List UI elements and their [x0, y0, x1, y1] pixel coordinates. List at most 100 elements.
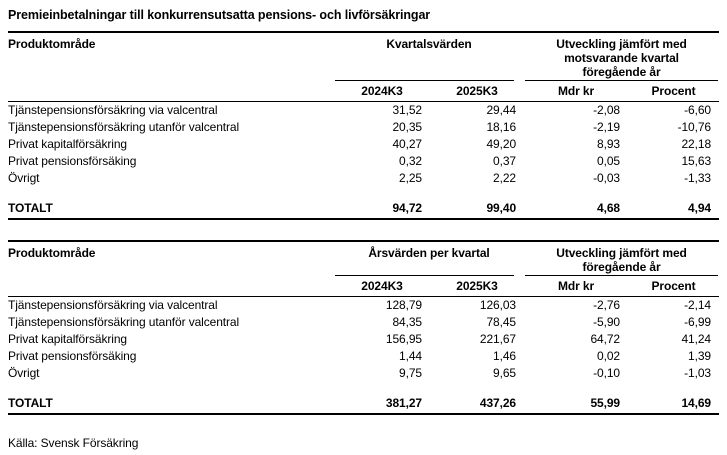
- group-header-quarterly-label: Kvartalsvärden: [386, 37, 472, 51]
- cell-2025k3: 2,22: [493, 171, 517, 185]
- group-header-development: Utveckling jämfört med föregående år: [524, 241, 719, 276]
- cell-2025k3: 18,16: [486, 120, 517, 134]
- spacer-cell: [8, 187, 719, 199]
- cell-2024k3: 40,27: [392, 137, 422, 151]
- total-row: TOTALT 381,27 437,26 55,99 14,69: [8, 394, 719, 415]
- group-header-development-label: Utveckling jämfört med föregående år: [556, 246, 687, 274]
- col-header-mdr-kr: Mdr kr: [524, 276, 628, 297]
- row-label: Övrigt: [8, 171, 40, 185]
- group-header-development-label: Utveckling jämfört med motsvarande kvart…: [556, 37, 687, 79]
- cell-procent: -1,33: [684, 171, 712, 185]
- cell-2024k3: 84,35: [392, 315, 422, 329]
- spacer-row: [8, 382, 719, 394]
- quarterly-values-table: Produktområde Kvartalsvärden Utveckling …: [8, 31, 720, 220]
- cell-mdr-kr: -2,08: [593, 103, 621, 117]
- group-header-row: Produktområde Årsvärden per kvartal Utve…: [8, 241, 719, 297]
- column-header-row: 2024K3 2025K3 Mdr kr Procent: [8, 81, 720, 102]
- col-header-2024k3: 2024K3: [334, 276, 430, 297]
- product-area-header: Produktområde: [8, 241, 334, 297]
- group-header-development: Utveckling jämfört med motsvarande kvart…: [524, 32, 719, 81]
- table-row: Privat kapitalförsäkring 156,95 221,67 6…: [8, 331, 719, 348]
- row-label: Tjänstepensionsförsäkring via valcentral: [8, 103, 218, 117]
- total-procent: 14,69: [628, 394, 719, 415]
- row-label: Tjänstepensionsförsäkring utanför valcen…: [8, 120, 240, 134]
- row-label: Övrigt: [8, 366, 40, 380]
- cell-2024k3: 0,32: [399, 154, 422, 168]
- table-row: Tjänstepensionsförsäkring utanför valcen…: [8, 314, 719, 331]
- table-row: Tjänstepensionsförsäkring via valcentral…: [8, 297, 719, 315]
- col-header-2025k3: 2025K3: [430, 276, 524, 297]
- cell-2024k3: 128,79: [385, 298, 422, 312]
- cell-mdr-kr: 0,02: [597, 349, 620, 363]
- cell-2025k3: 78,45: [486, 315, 516, 329]
- total-2024k3: 381,27: [334, 394, 430, 415]
- cell-2025k3: 221,67: [479, 332, 516, 346]
- column-header-row: 2024K3 2025K3 Mdr kr Procent: [8, 276, 719, 297]
- cell-2025k3: 9,65: [493, 366, 516, 380]
- col-header-2025k3: 2025K3: [430, 81, 525, 102]
- cell-2024k3: 20,35: [392, 120, 422, 134]
- group-underline: [335, 275, 514, 276]
- cell-procent: -6,60: [684, 103, 712, 117]
- cell-2025k3: 49,20: [486, 137, 517, 151]
- total-mdr-kr: 55,99: [524, 394, 628, 415]
- cell-mdr-kr: 0,05: [597, 154, 621, 168]
- row-label: Privat pensionsförsäking: [8, 349, 137, 363]
- row-label: Tjänstepensionsförsäkring via valcentral: [8, 298, 218, 312]
- total-2025k3: 99,40: [430, 199, 525, 220]
- total-row: TOTALT 94,72 99,40 4,68 4,94: [8, 199, 720, 220]
- row-label: Tjänstepensionsförsäkring utanför valcen…: [8, 315, 240, 329]
- table-row: Privat pensionsförsäking 0,32 0,37 0,05 …: [8, 153, 719, 170]
- spacer-row: [8, 187, 719, 199]
- table-row: Övrigt 9,75 9,65 -0,10 -1,03: [8, 365, 719, 382]
- cell-procent: 15,63: [681, 154, 712, 168]
- group-underline: [335, 80, 515, 81]
- col-header-procent: Procent: [628, 276, 719, 297]
- cell-procent: -6,99: [684, 315, 711, 329]
- annual-values-table: Produktområde Årsvärden per kvartal Utve…: [8, 240, 719, 415]
- cell-2024k3: 2,25: [399, 171, 422, 185]
- col-header-2024k3: 2024K3: [334, 81, 430, 102]
- cell-procent: 22,18: [681, 137, 712, 151]
- group-header-annual-label: Årsvärden per kvartal: [368, 246, 490, 260]
- cell-2025k3: 1,46: [493, 349, 516, 363]
- col-header-procent: Procent: [628, 81, 720, 102]
- table-row: Tjänstepensionsförsäkring utanför valcen…: [8, 119, 719, 136]
- col-header-mdr-kr: Mdr kr: [524, 81, 629, 102]
- row-label: Privat kapitalförsäkring: [8, 332, 127, 346]
- group-header-annual: Årsvärden per kvartal: [334, 241, 524, 276]
- cell-2025k3: 29,44: [486, 103, 517, 117]
- cell-mdr-kr: -0,03: [593, 171, 621, 185]
- source-note: Källa: Svensk Försäkring: [8, 436, 139, 450]
- group-header-row: Produktområde Kvartalsvärden Utveckling …: [8, 32, 719, 102]
- total-procent: 4,94: [628, 199, 720, 220]
- cell-procent: 41,24: [681, 332, 711, 346]
- total-2025k3: 437,26: [430, 394, 524, 415]
- cell-2025k3: 0,37: [493, 154, 517, 168]
- cell-procent: -1,03: [684, 366, 711, 380]
- page-title: Premieinbetalningar till konkurrensutsat…: [8, 8, 431, 22]
- table-row: Privat kapitalförsäkring 40,27 49,20 8,9…: [8, 136, 719, 153]
- cell-mdr-kr: -0,10: [593, 366, 620, 380]
- cell-procent: -10,76: [677, 120, 712, 134]
- cell-2024k3: 9,75: [399, 366, 422, 380]
- row-label: Privat pensionsförsäking: [8, 154, 137, 168]
- table-row: Övrigt 2,25 2,22 -0,03 -1,33: [8, 170, 719, 187]
- group-underline: [525, 80, 719, 81]
- cell-mdr-kr: 8,93: [597, 137, 621, 151]
- table-row: Tjänstepensionsförsäkring via valcentral…: [8, 102, 719, 120]
- cell-mdr-kr: 64,72: [590, 332, 620, 346]
- cell-procent: 1,39: [688, 349, 711, 363]
- total-label: TOTALT: [8, 199, 334, 220]
- cell-procent: -2,14: [684, 298, 711, 312]
- cell-2024k3: 1,44: [399, 349, 422, 363]
- cell-2024k3: 156,95: [385, 332, 422, 346]
- cell-mdr-kr: -2,76: [593, 298, 620, 312]
- group-header-quarterly: Kvartalsvärden: [334, 32, 524, 81]
- row-label: Privat kapitalförsäkring: [8, 137, 127, 151]
- total-2024k3: 94,72: [334, 199, 430, 220]
- group-underline: [525, 275, 718, 276]
- cell-mdr-kr: -5,90: [593, 315, 620, 329]
- cell-2025k3: 126,03: [479, 298, 516, 312]
